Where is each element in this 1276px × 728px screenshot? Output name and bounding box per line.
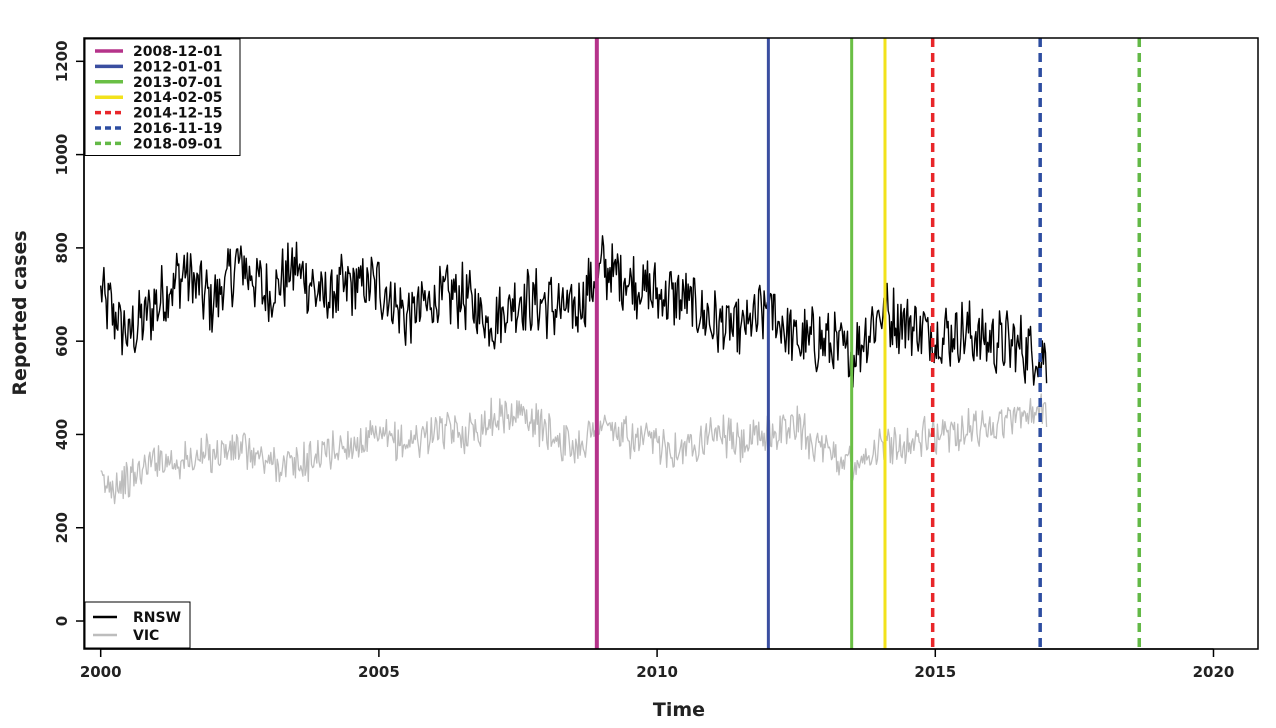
legend-label: 2008-12-01 bbox=[133, 44, 223, 60]
series-layer bbox=[100, 235, 1048, 505]
event-lines-layer bbox=[594, 38, 1142, 649]
x-axis: 2000 2005 2010 2015 2020 bbox=[80, 648, 1235, 681]
y-tick-label: 800 bbox=[53, 232, 71, 263]
legend-label: 2014-02-05 bbox=[133, 90, 223, 106]
legend-label: 2013-07-01 bbox=[133, 75, 223, 91]
legend-label: 2016-11-19 bbox=[133, 121, 223, 137]
legend-label: 2014-12-15 bbox=[133, 106, 223, 122]
series-line-vic bbox=[100, 393, 1048, 505]
y-tick-label: 1000 bbox=[53, 134, 71, 176]
x-tick-label: 2015 bbox=[914, 663, 956, 681]
y-tick-label: 200 bbox=[53, 512, 71, 543]
x-tick-label: 2010 bbox=[636, 663, 678, 681]
legend-label: 2012-01-01 bbox=[133, 59, 223, 75]
x-tick-label: 2000 bbox=[80, 663, 122, 681]
legend-label: RNSW bbox=[133, 610, 181, 626]
x-tick-label: 2020 bbox=[1193, 663, 1235, 681]
x-tick-label: 2005 bbox=[358, 663, 400, 681]
y-tick-label: 600 bbox=[53, 326, 71, 357]
series-line-rnsw bbox=[100, 235, 1048, 388]
y-tick-label: 400 bbox=[53, 419, 71, 450]
plot-frame bbox=[83, 37, 1259, 650]
y-tick-label: 1200 bbox=[53, 40, 71, 82]
y-tick-label: 0 bbox=[53, 616, 71, 626]
legend-series: RNSW VIC bbox=[84, 601, 191, 649]
legend-label: VIC bbox=[133, 628, 159, 644]
y-axis: 0 200 400 600 800 1000 1200 bbox=[53, 40, 85, 626]
y-axis-title: Reported cases bbox=[9, 230, 31, 395]
legend-series-box bbox=[84, 601, 191, 649]
legend-label: 2018-09-01 bbox=[133, 136, 223, 152]
legend-dates: 2008-12-012012-01-012013-07-012014-02-05… bbox=[84, 38, 241, 156]
x-axis-title: Time bbox=[653, 699, 705, 721]
